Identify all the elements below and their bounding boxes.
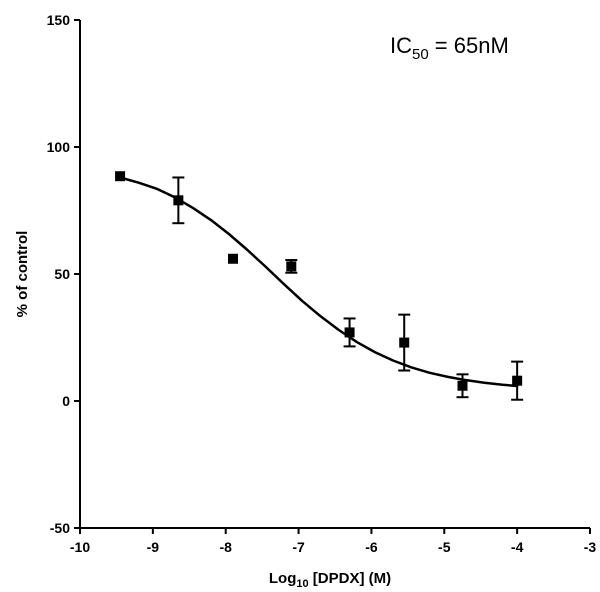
x-tick-label: -10 [70,539,90,555]
fit-layer [118,176,519,388]
x-tick-label: -5 [438,539,451,555]
ic50-annotation-rest: = 65nM [429,33,509,58]
data-point [457,380,468,391]
x-tick-label: -3 [584,539,597,555]
data-point [344,327,355,338]
fit-curve [118,176,519,388]
y-tick-label: 0 [62,393,70,409]
x-axis-title-sub: 10 [296,578,308,590]
y-tick-label: 150 [47,12,71,28]
ic50-annotation: IC50 = 65nM [390,33,509,63]
data-point [512,375,523,386]
data-point [228,253,238,264]
x-tick-label: -7 [292,539,305,555]
x-axis-title-rest: [DPDX] (M) [309,570,392,587]
x-axis-title: Log10 [DPDX] (M) [269,570,391,590]
data-point [173,195,184,206]
y-axis-title: % of control [14,231,31,318]
data-point [286,261,297,272]
points-layer [115,171,524,401]
x-tick-label: -8 [219,539,232,555]
x-tick-label: -9 [147,539,160,555]
x-tick-label: -6 [365,539,378,555]
data-point [115,171,126,182]
ic50-annotation-sub: 50 [412,46,429,63]
x-axis-title-main: Log [269,570,297,587]
axes [79,20,590,529]
ic50-annotation-main: IC [390,33,412,58]
data-point [399,337,410,348]
y-tick-label: 50 [54,266,70,282]
x-tick-label: -4 [511,539,524,555]
ticks: -10 -9 -8 -7 -6 -5 -4 -3 -50 0 50 100 150 [47,12,597,555]
y-tick-label: 100 [47,139,71,155]
y-tick-label: -50 [50,520,70,536]
